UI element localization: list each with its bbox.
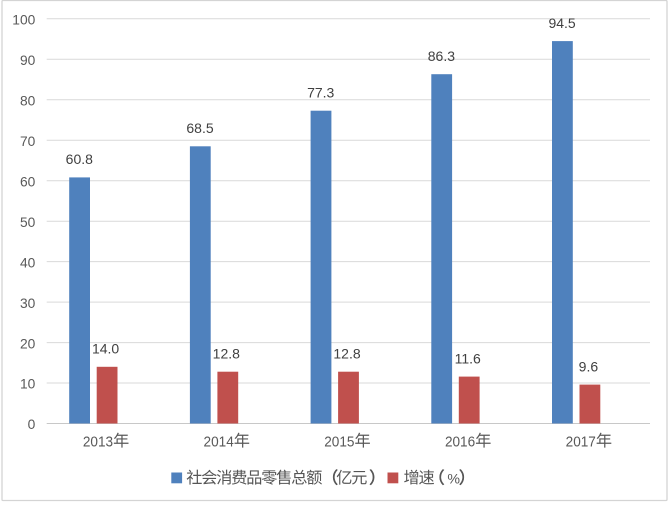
svg-text:77.3: 77.3	[307, 85, 334, 101]
svg-text:%: %	[447, 471, 460, 487]
svg-text:30: 30	[20, 296, 36, 311]
svg-text:60.8: 60.8	[66, 151, 93, 167]
svg-text:14.0: 14.0	[92, 341, 119, 357]
svg-text:94.5: 94.5	[548, 15, 575, 31]
svg-text:70: 70	[20, 134, 36, 149]
svg-text:20: 20	[20, 336, 36, 351]
svg-text:2015: 2015	[324, 434, 354, 450]
svg-text:12.8: 12.8	[333, 346, 360, 362]
svg-text:90: 90	[20, 53, 36, 68]
svg-text:2016: 2016	[445, 434, 475, 450]
svg-text:9.6: 9.6	[579, 358, 599, 374]
svg-text:50: 50	[20, 215, 36, 230]
svg-text:10: 10	[20, 377, 36, 392]
svg-text:0: 0	[28, 417, 36, 432]
svg-text:12.8: 12.8	[213, 346, 240, 362]
svg-text:68.5: 68.5	[186, 120, 213, 136]
svg-text:80: 80	[20, 93, 36, 108]
svg-text:40: 40	[20, 255, 36, 270]
svg-text:2014: 2014	[204, 434, 234, 450]
svg-text:86.3: 86.3	[428, 48, 455, 64]
svg-text:2013: 2013	[83, 434, 113, 450]
svg-text:60: 60	[20, 174, 36, 189]
svg-text:11.6: 11.6	[455, 350, 481, 366]
svg-text:2017: 2017	[566, 434, 596, 450]
svg-text:100: 100	[12, 13, 35, 28]
